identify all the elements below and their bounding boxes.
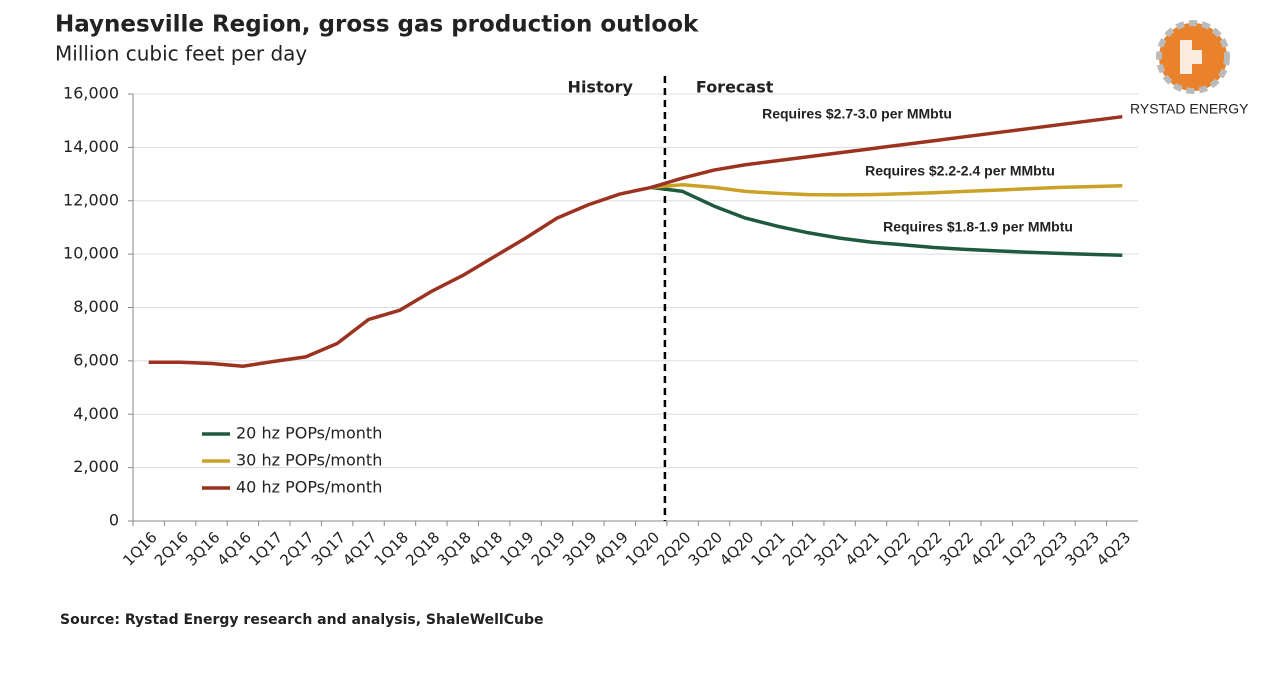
- x-tick-label: 1Q18: [371, 528, 412, 569]
- x-tick-label: 2Q22: [905, 528, 946, 569]
- x-tick-label: 1Q22: [873, 528, 914, 569]
- series-line: [148, 114, 1123, 368]
- annotation: Requires $2.7-3.0 per MMbtu: [762, 106, 952, 122]
- x-tick-label: 4Q21: [842, 528, 883, 569]
- x-tick-label: 2Q17: [276, 528, 317, 569]
- series-line: [650, 185, 1123, 257]
- annotation: Requires $1.8-1.9 per MMbtu: [883, 219, 1073, 235]
- y-tick-label: 4,000: [73, 404, 119, 423]
- x-tick-label: 4Q17: [339, 528, 380, 569]
- x-tick-label: 4Q23: [1093, 528, 1134, 569]
- chart-title: Haynesville Region, gross gas production…: [55, 12, 699, 38]
- x-tick-label: 4Q16: [214, 528, 255, 569]
- series-line: [651, 182, 1123, 197]
- x-tick-label: 3Q17: [308, 528, 349, 569]
- y-tick-label: 6,000: [73, 350, 119, 369]
- x-tick-label: 2Q16: [151, 528, 192, 569]
- y-tick-label: 2,000: [73, 457, 119, 476]
- x-tick-label: 4Q22: [967, 528, 1008, 569]
- y-tick-label: 12,000: [63, 190, 119, 209]
- forecast-label: Forecast: [696, 78, 774, 97]
- y-tick-label: 10,000: [63, 244, 119, 263]
- legend-label: 30 hz POPs/month: [236, 451, 382, 470]
- x-tick-label: 2Q20: [653, 528, 694, 569]
- x-tick-label: 4Q18: [465, 528, 506, 569]
- x-tick-label: 3Q18: [433, 528, 474, 569]
- x-tick-label: 2Q18: [402, 528, 443, 569]
- x-tick-label: 2Q19: [528, 528, 569, 569]
- x-tick-label: 4Q20: [716, 528, 757, 569]
- x-tick-label: 3Q22: [936, 528, 977, 569]
- y-tick-label: 0: [109, 511, 119, 530]
- x-tick-label: 3Q19: [559, 528, 600, 569]
- x-tick-label: 2Q21: [779, 528, 820, 569]
- brand: RYSTAD ENERGY: [1130, 101, 1249, 117]
- legend-label: 20 hz POPs/month: [236, 424, 382, 443]
- x-tick-label: 1Q16: [119, 528, 160, 569]
- x-tick-label: 2Q23: [1030, 528, 1071, 569]
- x-tick-label: 4Q19: [590, 528, 631, 569]
- x-tick-label: 3Q20: [685, 528, 726, 569]
- x-tick-label: 3Q21: [810, 528, 851, 569]
- annotation: Requires $2.2-2.4 per MMbtu: [865, 163, 1055, 179]
- x-tick-label: 1Q20: [622, 528, 663, 569]
- source: Source: Rystad Energy research and analy…: [60, 612, 544, 628]
- chart-subtitle: Million cubic feet per day: [55, 42, 307, 66]
- x-tick-label: 3Q16: [182, 528, 223, 569]
- y-tick-label: 14,000: [63, 137, 119, 156]
- y-tick-label: 16,000: [63, 84, 119, 103]
- x-tick-label: 3Q23: [1062, 528, 1103, 569]
- x-tick-label: 1Q17: [245, 528, 286, 569]
- logo: [1156, 20, 1230, 94]
- x-tick-label: 1Q23: [999, 528, 1040, 569]
- legend-label: 40 hz POPs/month: [236, 478, 382, 497]
- x-tick-label: 1Q19: [496, 528, 537, 569]
- x-tick-label: 1Q21: [748, 528, 789, 569]
- y-tick-label: 8,000: [73, 297, 119, 316]
- history-label: History: [568, 78, 634, 97]
